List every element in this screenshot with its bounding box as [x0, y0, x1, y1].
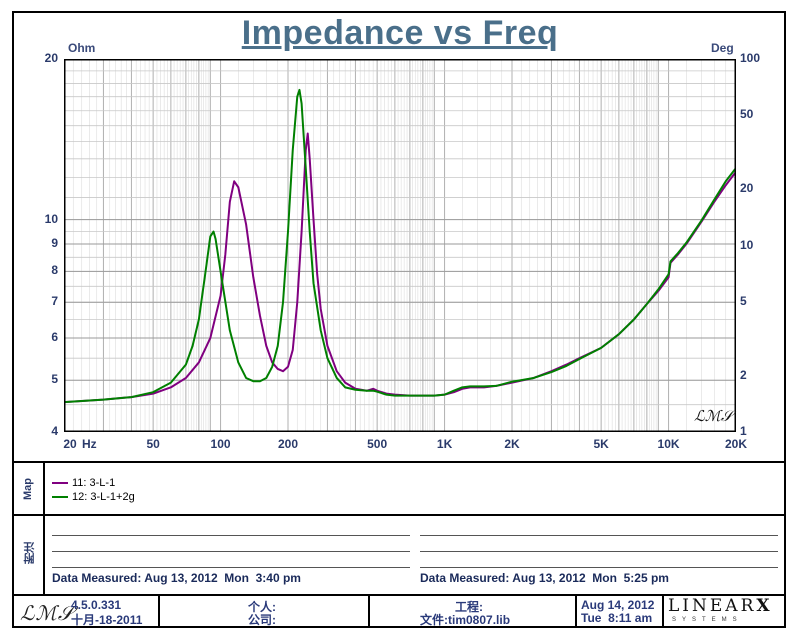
note-line-right-3 [420, 567, 778, 568]
legend-item-series-11: 11: 3-L-1 [52, 477, 115, 489]
right-measured-date: Data Measured: Aug 13, 2012 Mon 5:25 pm [420, 571, 669, 585]
chart-title: Impedance vs Freq [241, 14, 559, 52]
x-axis-tick: 2K [504, 437, 520, 451]
left-measured-date: Data Measured: Aug 13, 2012 Mon 3:40 pm [52, 571, 301, 585]
footer-divider-3 [575, 596, 577, 628]
right-axis-tick: 2 [740, 367, 747, 382]
left-axis-tick: 6 [51, 330, 58, 345]
report-date: Aug 14, 2012 [581, 598, 655, 612]
note-line-left-2 [52, 551, 410, 552]
left-axis-unit: Ohm [68, 41, 96, 55]
legend-item-series-12: 12: 3-L-1+2g [52, 491, 135, 503]
legend-swatch [52, 496, 68, 498]
panel-label-divider [43, 461, 45, 594]
person-label: 个人: [248, 600, 276, 614]
left-axis-tick: 7 [51, 294, 58, 309]
impedance-plot [64, 59, 736, 432]
x-axis-unit: Hz [82, 437, 97, 451]
linearx-systems-logo: SYSTEMS [672, 617, 743, 623]
right-axis-tick: 50 [740, 107, 754, 122]
software-version-date: 十月-18-2011 [71, 613, 143, 627]
project-label: 工程: [455, 600, 483, 614]
divider-footer-top [12, 594, 786, 596]
right-axis-unit: Deg [711, 41, 734, 55]
legend-label: 11: 3-L-1 [72, 477, 116, 489]
x-axis-tick: 20K [724, 437, 747, 451]
x-axis-tick: 10K [657, 437, 680, 451]
x-axis-tick: 5K [593, 437, 609, 451]
x-axis-tick: 50 [146, 437, 160, 451]
series-line [64, 88, 736, 404]
file-label: 文件:tim0807.lib [420, 613, 511, 627]
x-axis-tick: 500 [367, 437, 388, 451]
map-panel-label: Map [22, 478, 34, 500]
lms-logo: ℒℳ𝒮 [20, 601, 75, 625]
note-line-right-2 [420, 551, 778, 552]
right-axis-tick: 1 [740, 424, 747, 438]
x-axis-tick: 200 [277, 437, 299, 451]
software-version: 4.5.0.331 [71, 598, 122, 612]
left-axis-tick: 4 [51, 424, 58, 438]
divider-legend-top [12, 461, 786, 463]
left-axis-tick: 9 [51, 236, 58, 251]
legend-label: 12: 3-L-1+2g [72, 491, 135, 503]
left-axis-tick: 20 [44, 51, 58, 65]
divider-notes-top [12, 514, 786, 516]
left-axis-tick: 5 [51, 372, 58, 387]
company-label: 公司: [248, 613, 276, 627]
note-line-right-1 [420, 535, 778, 536]
right-axis-tick: 20 [740, 181, 754, 196]
note-line-left-3 [52, 567, 410, 568]
report-time: Tue 8:11 am [581, 611, 653, 625]
x-axis-tick: 100 [210, 437, 231, 451]
footer-divider-4 [662, 596, 664, 628]
right-axis-tick: 5 [740, 293, 747, 308]
legend-swatch [52, 482, 68, 484]
x-axis-tick: 1K [436, 437, 453, 451]
lms-watermark-logo: ℒℳ𝒮 [694, 407, 733, 425]
left-axis-tick: 8 [51, 263, 58, 278]
right-axis-tick: 10 [740, 237, 754, 252]
note-line-left-1 [52, 535, 410, 536]
linearx-logo: LINEARX [668, 596, 773, 616]
footer-divider-1 [158, 596, 160, 628]
left-axis-tick: 10 [44, 211, 58, 226]
footer-divider-2 [368, 596, 370, 628]
right-axis-tick: 100 [740, 51, 761, 65]
notes-panel-label: 附注 [24, 542, 36, 564]
x-axis-tick: 20 [63, 437, 77, 451]
